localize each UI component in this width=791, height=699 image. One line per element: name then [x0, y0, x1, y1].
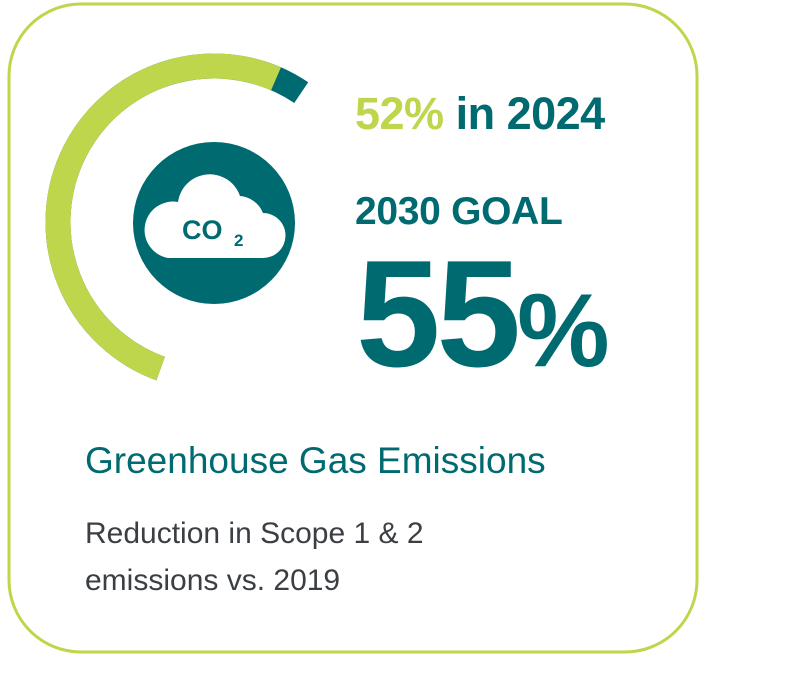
goal-number: 55 — [356, 229, 521, 399]
current-progress-headline: 52% in 2024 — [355, 88, 605, 140]
gauge-progress-arc — [45, 53, 281, 381]
co2-cloud-icon: CO 2 — [133, 142, 295, 304]
co2-label: CO — [182, 215, 223, 245]
goal-unit: % — [517, 273, 610, 389]
goal-value: 55% — [356, 238, 610, 390]
metric-title: Greenhouse Gas Emissions — [85, 440, 546, 481]
current-value: 52% — [355, 88, 444, 139]
co2-subscript: 2 — [234, 231, 243, 250]
current-year-text: in 2024 — [455, 88, 606, 139]
goal-label: 2030 GOAL — [355, 190, 563, 233]
metric-subtitle: Reduction in Scope 1 & 2 emissions vs. 2… — [85, 517, 424, 597]
